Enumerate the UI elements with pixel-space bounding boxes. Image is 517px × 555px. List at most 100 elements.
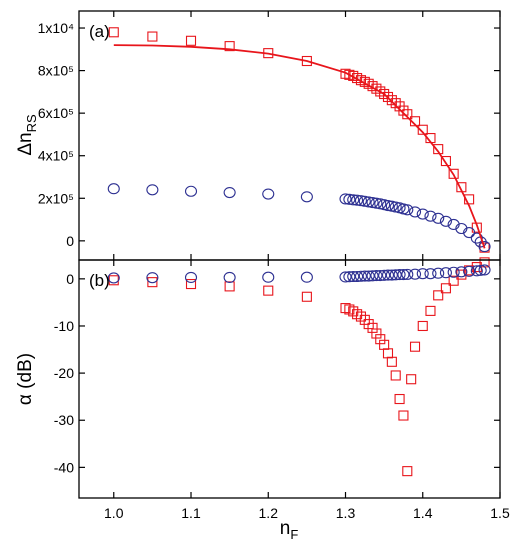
panel-b-circle-point [401,268,414,280]
panel-a-circle-point [401,204,414,216]
panel-b-circle-point [358,270,371,282]
panel-a-square-point [352,72,363,84]
panel-b-circle-point [397,269,410,281]
panel-b-circle-point [354,270,368,282]
panel-b-square-point [394,393,405,405]
panel-b-circle-point [370,270,383,282]
panel-b-square-point [355,311,367,322]
panel-a-circle-point [463,226,476,239]
panel-b-square-point [402,466,413,477]
panel-a-square-point [344,69,355,80]
panel-a-circle-point [478,241,491,253]
panel-b-circle-point [366,270,379,282]
panel-b-circle-point [223,271,236,283]
panel-b-circle-point [424,268,437,280]
panel-a-circle-point [439,215,452,227]
panel-b-xtick-label: 1.4 [413,505,433,521]
axes-frames [78,10,501,499]
panel-a-square-point [371,83,382,94]
panel-b-ytick-label: -40 [54,459,74,475]
panel-b-square-point [147,277,158,288]
panel-b-circle-point [107,272,120,284]
panel-b-circle-point [374,270,387,282]
panel-b-ytick-label: 0 [66,271,74,287]
panel-a-circle-point [424,210,437,222]
panel-b-circle-point [184,271,198,283]
panel-a-circle-point [416,208,429,220]
panel-a-circle-point [107,183,120,195]
panel-a-circle-point [300,191,313,203]
panel-a-square-point [440,155,451,167]
panel-a-tag: (a) [89,22,110,41]
panel-a-square-point [355,75,367,86]
panel-b-circle-point [343,271,356,283]
panel-b-circle-point [378,269,391,281]
panel-b-square-point [386,356,397,367]
panel-b-square-point [448,275,459,286]
panel-b-circle-point [389,269,402,281]
panel-a-square-point [448,168,459,179]
panel-b-square-point [433,290,444,301]
panel-b-square-point [440,283,451,294]
panel-b-circle-point [347,270,360,283]
panel-a-square-point [382,91,394,103]
panel-a-square-point [398,105,409,116]
panel-b-square-point [382,348,394,359]
panel-b-square-point [367,322,378,333]
panel-b-circle-point [339,271,352,283]
panel-b-xtick-label: 1.5 [490,505,510,521]
panel-b: 0 -10 -20 -30 -40 1.0 1.1 1.2 1.3 1.4 1.5 [54,257,510,521]
panel-a-fit-line [113,44,486,249]
panel-a-square-point [340,68,351,79]
panel-b-ytick-label: -30 [54,412,74,428]
panel-b-square-point [263,285,274,296]
panel-a-circle-point [389,201,402,213]
panel-a-square-point [479,242,490,253]
panel-a-circle-point [184,185,198,197]
panel-b-circle-point [463,265,476,277]
panel-b-square-point [409,341,421,352]
panel-b-circle-point [362,270,375,282]
panel-a-circle-point [432,212,445,224]
panel-a-ytick-label: 4x10⁵ [38,148,74,164]
panel-b-square-point [406,374,417,385]
panel-a-circle-point [362,196,375,208]
panel-b-square-point [371,328,382,339]
panel-b-circle-point [300,271,313,283]
panel-b-square-point [379,339,390,350]
panel-b-square-point [425,305,436,316]
panel-a-square-point [375,86,386,97]
panel-a-square-point [108,27,119,38]
panel-b-square-point [352,309,363,320]
panel-b-circle-point [416,268,429,280]
panel-b-square-point [348,306,359,317]
panel-b-square-point [185,278,197,290]
panel-a-square-point [390,98,401,109]
panel-b-ytick-label: -10 [54,318,74,334]
panel-b-circle-point [408,268,422,280]
panel-a-circle-point [354,195,368,207]
panel-b-circle-point [262,271,275,283]
panel-a-ytick-label: 1x10⁴ [38,20,74,36]
panel-b-square-point [301,291,312,302]
panel-b-circle-point [381,269,395,281]
panel-a-circle-point [370,197,383,209]
panel-b-circle-point [470,265,483,277]
panel-a-ytick-label: 6x10⁵ [38,105,74,121]
panel-b-circle-point [447,266,460,278]
panel-b-frame [78,259,501,499]
panel-a-circle-point [343,193,356,205]
panel-b-xtick-label: 1.3 [336,505,356,521]
panel-a-square-point [224,41,235,52]
panel-a-square-point [433,144,444,155]
panel-a: 0 2x10⁵ 4x10⁵ 6x10⁵ 8x10⁵ 1x10⁴ [38,11,501,260]
panel-b-tag: (b) [89,271,110,290]
panel-b-square-point [417,320,428,332]
panel-a-circle-point [397,203,410,215]
panel-a-ytick-label: 2x10⁵ [38,190,74,206]
panel-a-circle-point [358,195,371,207]
panel-a-square-point [185,35,197,46]
panel-a-square-point [402,109,413,120]
